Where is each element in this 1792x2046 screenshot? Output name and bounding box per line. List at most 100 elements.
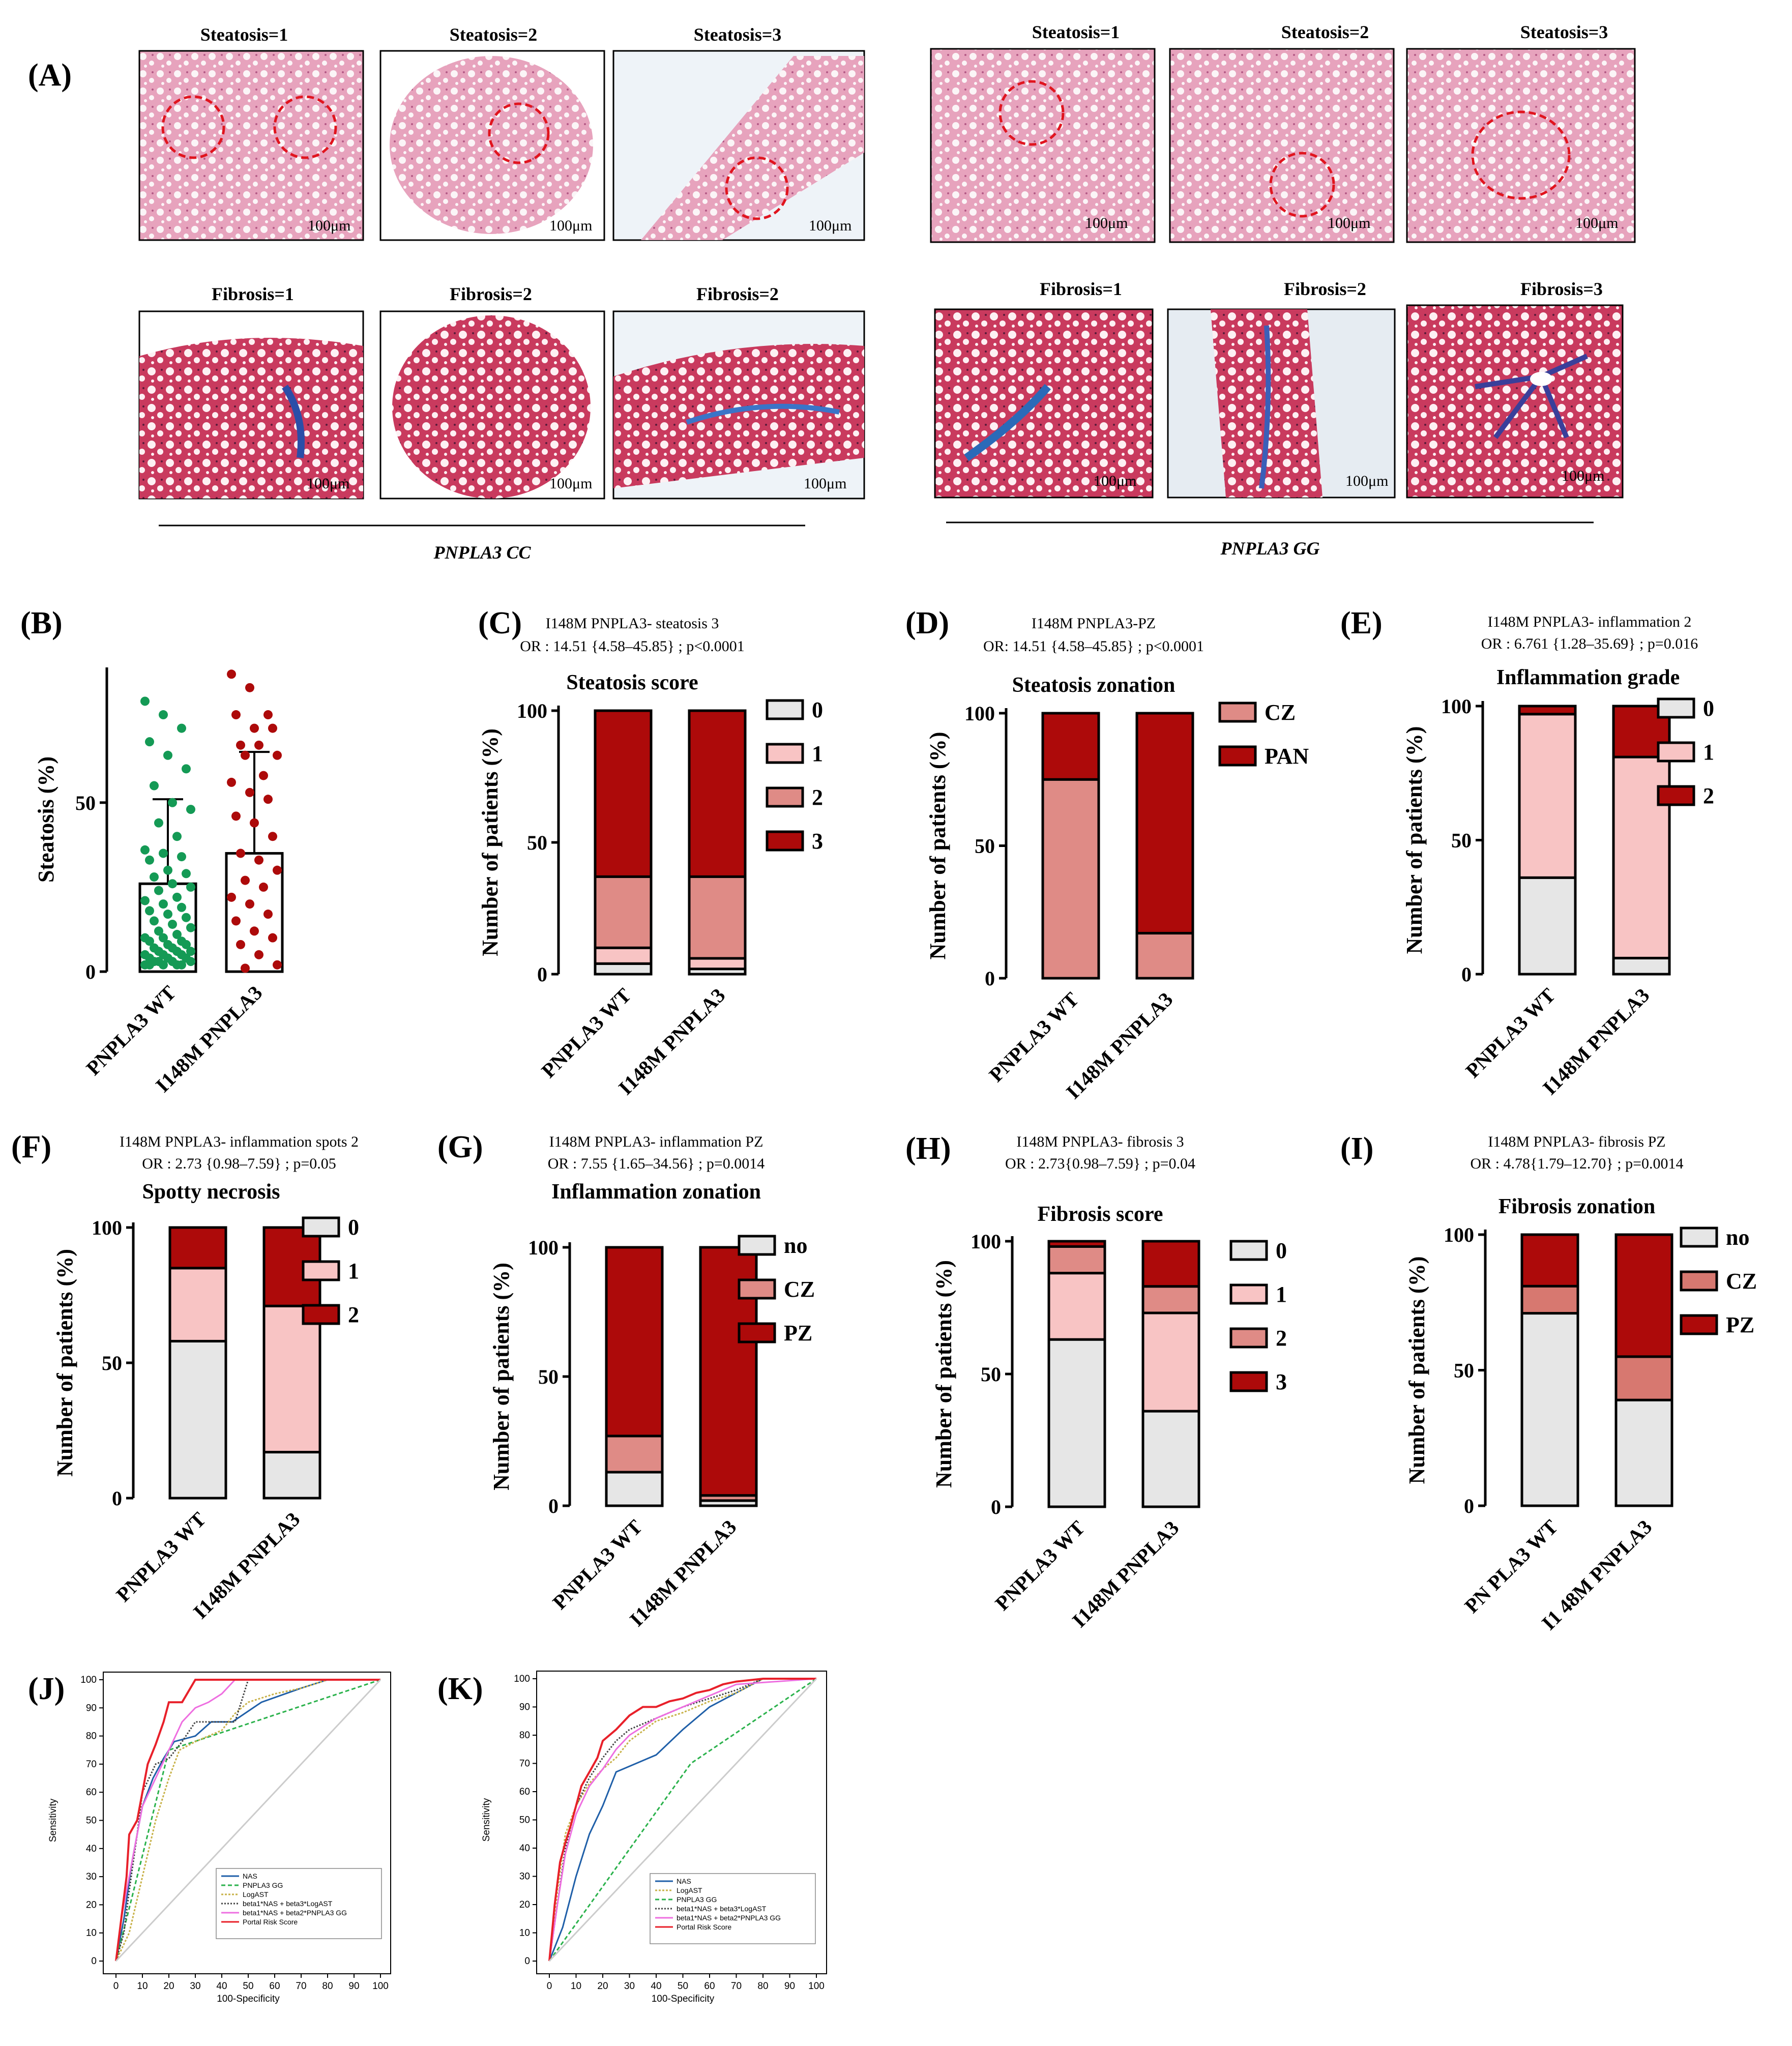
legend-label: 2 [812, 785, 823, 810]
bar-segment-pz [1520, 1233, 1579, 1288]
data-point [268, 832, 277, 841]
data-point [140, 696, 150, 706]
panel-label: (C) [478, 606, 522, 640]
x-tick-label: 50 [243, 1981, 253, 1992]
roc-curve-beta1-nas-beta2-pnpla3-gg [115, 1679, 380, 1962]
bar-segment-2 [1141, 1285, 1200, 1314]
data-point [186, 947, 195, 956]
legend-label: 0 [812, 697, 823, 722]
y-tick-label: 0 [85, 960, 96, 983]
data-point [163, 865, 172, 875]
data-point [236, 740, 245, 750]
histo-gg-steatosis-3 [1406, 48, 1636, 243]
histo-gg-steatosis-2 [1169, 48, 1395, 243]
data-point [268, 933, 277, 943]
histo-cc-fibrosis-1 [138, 310, 364, 500]
data-point [145, 906, 154, 916]
y-tick-label: 50 [86, 1816, 97, 1826]
data-point [172, 929, 182, 939]
bar-segment-1 [1518, 713, 1577, 879]
bar-segment-0 [1047, 1338, 1106, 1508]
x-tick-label: 60 [269, 1981, 280, 1992]
bar-segment-1 [594, 946, 653, 965]
legend-swatch [1218, 702, 1257, 723]
panel-i-fibrosis-zonation: (I) I148M PNPLA3- fibrosis PZ OR : 4.78{1.… [1340, 1131, 1757, 1634]
legend-label: PNPLA3 GG [677, 1895, 717, 1904]
data-point [177, 852, 186, 862]
stats-line-2: OR : 6.761 {1.28–35.69} ; p=0.016 [1481, 635, 1698, 652]
data-point [273, 750, 282, 760]
panel-f-spotty-necrosis: (F) I148M PNPLA3- inflammation spots 2 OR … [11, 1130, 359, 1623]
data-point [177, 902, 186, 912]
chart-title: Inflammation grade [1496, 666, 1680, 689]
chart-title: Inflammation zonation [551, 1180, 761, 1204]
legend-swatch [302, 1260, 340, 1281]
roc-curve-pnpla3-gg [115, 1679, 381, 1962]
roc-curve-reference [548, 1678, 817, 1962]
bar-segment-0 [1612, 956, 1671, 976]
panel-j-roc: (J) 0 10 20 30 40 50 60 70 80 90 100 0 10 20 30 40 50 60 70… [28, 1672, 391, 2004]
stats-line-1: I148M PNPLA3-PZ [1032, 615, 1156, 632]
data-point [259, 771, 268, 780]
data-point [259, 882, 268, 892]
y-tick-label: 50 [519, 1815, 530, 1826]
x-tick-label: 80 [757, 1981, 768, 1992]
legend-swatch [1229, 1240, 1268, 1261]
y-tick-label: 100 [92, 1216, 122, 1239]
legend-swatch [738, 1235, 776, 1256]
x-tick-label: 60 [704, 1981, 715, 1992]
scale-bar-label: 100μm [549, 217, 592, 234]
data-point [159, 933, 168, 943]
x-tick-label: 90 [784, 1981, 795, 1992]
y-tick-label: 60 [86, 1787, 97, 1798]
legend-swatch [1680, 1226, 1718, 1248]
bar-segment-1 [688, 957, 747, 971]
cc-group-label: PNPLA3 CC [433, 542, 531, 563]
stats-line-2: OR : 7.55 {1.65–34.56} ; p=0.0014 [548, 1155, 765, 1172]
legend-label: beta1*NAS + beta2*PNPLA3 GG [243, 1909, 347, 1917]
x-tick-label: 0 [547, 1981, 552, 1992]
bar-segment-cz [1520, 1284, 1579, 1315]
data-point [241, 750, 250, 760]
bar-segment-3 [688, 709, 747, 878]
legend-swatch [1229, 1327, 1268, 1349]
y-tick-label: 0 [112, 1487, 122, 1510]
stats-line-1: I148M PNPLA3- fibrosis 3 [1016, 1133, 1184, 1150]
data-point [168, 798, 177, 807]
y-axis-title: Number of patients (%) [52, 1249, 77, 1477]
stats-line-1: I148M PNPLA3- inflammation PZ [549, 1133, 763, 1150]
y-tick-label: 100 [80, 1675, 97, 1685]
y-axis-title: Number of patients (%) [931, 1260, 956, 1488]
bar-segment-2 [168, 1226, 227, 1270]
data-point [236, 849, 245, 858]
stats-line-2: OR : 2.73 {0.98–7.59} ; p=0.05 [142, 1155, 336, 1172]
data-point [231, 811, 241, 821]
roc-curve-reference [115, 1679, 381, 1962]
roc-curve-beta1-nas-beta3-logast [548, 1678, 816, 1962]
histo-cc-top-1-label: Steatosis=1 [200, 24, 288, 45]
panel-label: (F) [11, 1130, 51, 1164]
y-tick-label: 30 [86, 1872, 97, 1882]
bar-segment-2 [688, 875, 747, 960]
data-point [145, 737, 154, 747]
panel-k-roc: (K) 0 10 20 30 40 50 60 70 80 90 100 0 10 20 30 40 50 60 70… [437, 1671, 827, 2004]
y-tick-label: 40 [86, 1844, 97, 1854]
stats-line-2: OR : 14.51 {4.58–45.85} ; p<0.0001 [520, 638, 745, 655]
data-point [154, 886, 163, 895]
legend-label: beta1*NAS + beta3*LogAST [243, 1899, 333, 1908]
legend-box [216, 1868, 382, 1939]
histo-cc-steatosis-2 [379, 50, 605, 241]
data-point [159, 960, 168, 970]
scale-bar-label: 100μm [1562, 467, 1604, 484]
data-point [140, 845, 150, 855]
y-tick-label: 0 [1461, 963, 1472, 986]
x-tick-label: 0 [113, 1981, 119, 1992]
stats-line-1: I148M PNPLA3- inflammation spots 2 [120, 1133, 359, 1150]
legend-swatch [302, 1216, 340, 1238]
y-tick-label: 90 [519, 1702, 530, 1713]
y-tick-label: 50 [981, 1363, 1001, 1386]
x-tick-label: 50 [678, 1981, 688, 1992]
scale-bar-label: 100μm [809, 217, 851, 234]
histo-cc-top-2-label: Steatosis=2 [450, 24, 538, 45]
